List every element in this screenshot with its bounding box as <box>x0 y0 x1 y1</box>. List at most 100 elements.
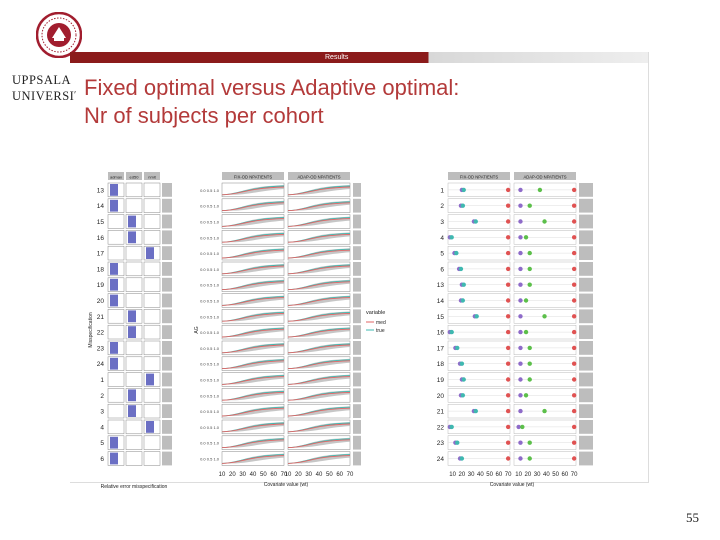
adaptive-dot-a <box>518 329 523 335</box>
grid-cell <box>125 340 143 356</box>
row-strip <box>579 341 593 355</box>
fixed-dot-b <box>461 377 466 382</box>
med-curve <box>221 233 285 243</box>
grid-cell <box>125 372 143 387</box>
adaptive-dot-b <box>542 408 547 414</box>
adaptive-dot-a <box>516 424 521 430</box>
column-header: ed50 <box>130 175 140 180</box>
university-wordmark: UPPSALA UNIVERSITET <box>12 72 76 104</box>
grid-cell <box>143 198 161 213</box>
fixed-dot-b <box>473 408 478 414</box>
column-header-strip <box>144 172 160 180</box>
row-label: 20 <box>437 393 445 400</box>
fixed-dot-b <box>449 235 454 240</box>
grid-cell <box>143 309 161 324</box>
x-tick-label: 20 <box>525 472 532 478</box>
title-line-1: Fixed optimal versus Adaptive optimal: <box>84 75 460 100</box>
row-strip <box>353 214 361 229</box>
x-tick-label: 70 <box>281 472 288 478</box>
fixed-dot-b <box>473 219 478 224</box>
med-curve <box>221 360 285 370</box>
misspecification-bar <box>146 247 154 259</box>
misspecification-bar <box>128 326 136 338</box>
grid-cell <box>143 293 161 308</box>
grid-cell <box>107 309 125 324</box>
adaptive-dot-a <box>518 187 523 193</box>
row-label: 15 <box>97 219 105 226</box>
grid-cell <box>143 214 161 229</box>
row-strip <box>353 246 361 260</box>
fixed-dot-b <box>460 203 466 208</box>
med-curve <box>221 344 285 354</box>
grid-cell <box>143 340 161 356</box>
row-label: 6 <box>440 266 444 273</box>
med-curve <box>221 328 285 338</box>
misspecification-bar <box>110 184 118 196</box>
row-strip <box>353 435 361 450</box>
adaptive-dot-a <box>518 361 523 366</box>
column-header: admax <box>110 175 122 180</box>
row-strip <box>162 277 172 292</box>
upper-bound-dot <box>505 266 511 272</box>
med-curve <box>221 186 285 196</box>
grid-cell <box>107 403 125 419</box>
adaptive-dot-b <box>527 250 532 256</box>
upper-bound-dot <box>571 235 577 240</box>
row-label: 1 <box>440 187 444 194</box>
row-strip <box>579 277 593 292</box>
row-strip <box>162 183 172 197</box>
grid-cell <box>125 245 143 261</box>
med-curve <box>221 281 285 291</box>
upper-bound-dot <box>571 361 577 366</box>
med-curve <box>287 312 351 322</box>
tick-labels: 0.0 0.5 1.0 <box>200 299 220 304</box>
row-label: 14 <box>97 203 105 210</box>
adaptive-dot-b <box>537 187 543 193</box>
y-axis-label: AG <box>194 326 200 333</box>
adaptive-dot-b <box>527 440 532 445</box>
upper-bound-dot <box>571 393 577 398</box>
med-curve <box>221 312 285 322</box>
x-axis-label: Covariate value (wt) <box>264 482 309 488</box>
row-strip <box>162 372 172 387</box>
med-curve <box>287 360 351 370</box>
upper-bound-dot <box>571 219 577 224</box>
column-header-strip <box>108 172 124 180</box>
row-strip <box>353 341 361 355</box>
upper-bound-dot <box>505 250 511 256</box>
med-curve <box>287 281 351 291</box>
misspecification-bar <box>110 278 118 291</box>
grid-cell <box>143 451 161 466</box>
misspecification-bar <box>110 263 118 275</box>
med-curve <box>287 297 351 306</box>
grid-cell <box>107 388 125 403</box>
misspecification-bar <box>128 310 136 323</box>
grid-cell <box>125 419 143 435</box>
adaptive-dot-b <box>527 203 532 208</box>
panel-header: ADAP-OD NPATIENTS <box>297 175 340 180</box>
covariate-curves-figure: FIX-OD NPATIENTS ADAP-OD NPATIENTS 0.0 0.5… <box>194 172 386 488</box>
tick-labels: 0.0 0.5 1.0 <box>200 378 220 383</box>
tick-labels: 0.0 0.5 1.0 <box>200 457 220 462</box>
upper-bound-dot <box>505 408 511 414</box>
upper-bound-dot <box>571 266 577 272</box>
grid-cell <box>107 214 125 229</box>
slide-title: Fixed optimal versus Adaptive optimal: N… <box>84 74 459 130</box>
adaptive-dot-a <box>518 298 523 303</box>
adaptive-dot-a <box>518 203 523 208</box>
upper-bound-dot <box>505 440 511 445</box>
row-strip <box>353 404 361 418</box>
tick-labels: 0.0 0.5 1.0 <box>200 267 220 272</box>
x-tick-label: 40 <box>543 472 550 478</box>
med-curve <box>287 344 351 354</box>
row-strip <box>162 435 172 450</box>
upper-bound-dot <box>505 219 511 224</box>
row-label: 5 <box>440 251 444 258</box>
x-tick-label: 60 <box>496 472 503 478</box>
adaptive-dot-b <box>527 266 532 272</box>
adaptive-dot-a <box>518 440 523 445</box>
x-tick-label: 50 <box>326 472 333 478</box>
adaptive-dot-b <box>523 298 529 303</box>
grid-cell <box>125 356 143 371</box>
grid-cell <box>107 419 125 435</box>
